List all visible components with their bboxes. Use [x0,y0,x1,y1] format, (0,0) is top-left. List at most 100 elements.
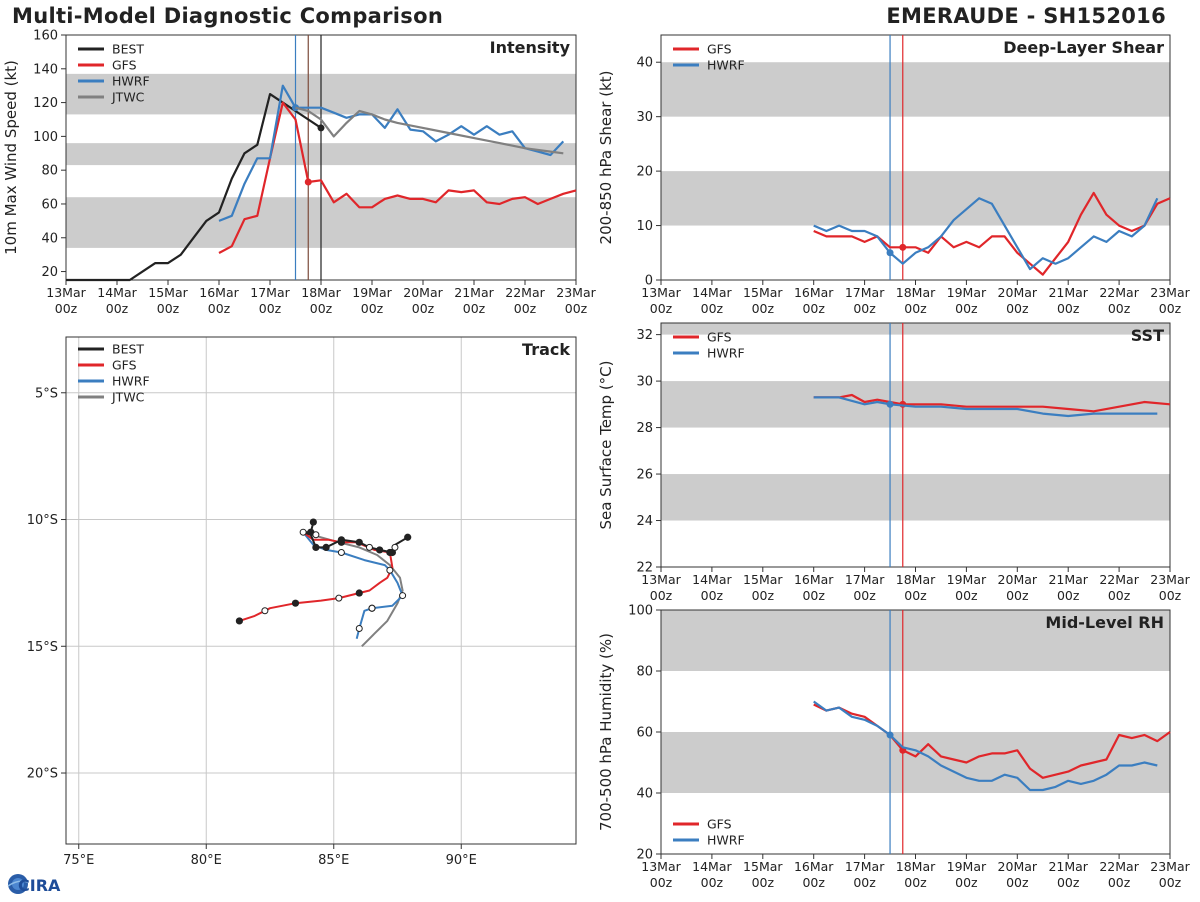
x-tick-label: 16Mar [794,285,834,300]
x-tick-label: 00z [463,301,486,316]
shaded-band-1 [661,610,1170,671]
series-line-gfs [813,393,1171,413]
figure-title: Multi-Model Diagnostic Comparison [12,4,444,28]
x-tick-label: 16Mar [794,859,834,874]
x-tick-label: 17Mar [845,859,885,874]
y-axis-label: 700-500 hPa Humidity (%) [597,633,615,831]
track-point-open [335,594,343,602]
x-tick-label: 00z [650,875,673,890]
track-point-open [365,543,373,551]
x-tick-label: 23Mar [1150,859,1190,874]
x-tick-label: 18Mar [896,572,936,587]
x-tick-label: 21Mar [1048,285,1088,300]
legend-label: GFS [707,330,732,345]
legend-label: BEST [112,342,144,357]
series-marker-best [317,124,325,132]
x-tick-label: 14Mar [692,859,732,874]
x-tick-label: 19Mar [947,572,987,587]
y-tick-label: 5°S [35,386,58,401]
x-tick-label: 19Mar [947,285,987,300]
x-tick-label: 21Mar [454,285,494,300]
y-tick-label: 120 [33,96,58,111]
x-tick-label: 00z [1108,301,1131,316]
x-tick-label: 22Mar [1099,572,1139,587]
x-tick-label: 00z [701,875,724,890]
series-marker-hwrf [292,104,299,112]
series-marker-hwrf [886,400,894,408]
track-point-open [368,604,376,612]
x-tick-label: 22Mar [1099,285,1139,300]
y-axis-label: Sea Surface Temp (°C) [597,360,615,529]
track-point-filled [322,543,330,552]
x-tick-label: 20Mar [998,859,1038,874]
x-tick-label: 00z [904,875,927,890]
x-tick-label: 20Mar [403,285,443,300]
x-tick-label: 00z [802,301,825,316]
x-tick-label: 13Mar [641,859,681,874]
series-line-hwrf [813,197,1159,271]
x-tick-label: 00z [650,301,673,316]
x-tick-label: 00z [853,588,876,603]
x-tick-label: 16Mar [199,285,239,300]
globe-swirl [7,880,29,887]
y-tick-label: 40 [41,231,58,246]
track-point-filled [291,599,300,607]
y-tick-label: 0 [645,274,653,289]
track-point-filled [337,536,345,544]
y-tick-label: 80 [41,164,58,179]
x-tick-label: 00z [853,301,876,316]
y-tick-label: 10 [636,219,653,234]
y-tick-label: 24 [636,514,653,529]
y-tick-label: 32 [636,328,653,343]
shaded-band-0 [661,171,1170,226]
x-tick-label: 80°E [191,853,222,868]
x-tick-label: 00z [701,588,724,603]
x-tick-label: 18Mar [301,285,341,300]
x-tick-label: 00z [208,301,231,316]
chart-sst: 13Mar00z14Mar00z15Mar00z16Mar00z17Mar00z… [597,322,1191,603]
x-tick-label: 00z [1006,588,1029,603]
x-tick-label: 00z [412,301,435,316]
x-tick-label: 00z [955,588,978,603]
legend-label: HWRF [112,374,150,389]
legend-label: GFS [112,58,137,73]
x-tick-label: 00z [904,588,927,603]
x-tick-label: 90°E [446,853,477,868]
x-tick-label: 00z [259,301,282,316]
chart-rh: 13Mar00z14Mar00z15Mar00z16Mar00z17Mar00z… [597,604,1191,891]
x-tick-label: 20Mar [998,285,1038,300]
y-tick-label: 20 [636,165,653,180]
series-line-hwrf [218,84,565,222]
cira-logo-graphic: CIRA [7,874,61,895]
y-tick-label: 20 [41,265,58,280]
track-point-filled [376,546,384,554]
track-point-filled [404,533,412,541]
x-tick-label: 00z [1159,301,1182,316]
y-tick-label: 22 [636,561,653,576]
y-tick-label: 160 [33,29,58,44]
y-axis-label: 10m Max Wind Speed (kt) [2,60,20,255]
y-tick-label: 10°S [27,513,58,528]
shaded-band-2 [661,323,1170,335]
x-tick-label: 00z [752,875,775,890]
x-tick-label: 15Mar [743,285,783,300]
legend-label: HWRF [112,74,150,89]
legend-label: GFS [707,42,732,57]
x-tick-label: 00z [1159,588,1182,603]
y-tick-label: 140 [33,62,58,77]
panel-title: Track [522,340,570,359]
track-point-filled [235,617,243,625]
series-marker-hwrf [886,731,894,739]
x-tick-label: 75°E [63,853,94,868]
logo-text: CIRA [18,876,61,895]
storm-id: EMERAUDE - SH152016 [886,4,1166,28]
x-tick-label: 17Mar [845,572,885,587]
legend-label: HWRF [707,58,745,73]
y-tick-label: 28 [636,421,653,436]
x-tick-label: 00z [650,588,673,603]
x-tick-label: 00z [1159,875,1182,890]
x-tick-label: 19Mar [947,859,987,874]
x-tick-label: 00z [853,875,876,890]
chart-track: 75°E 80°E 85°E 90°E 5°S 10°S 15°S 20°S Track BEST… [27,336,577,868]
series-marker-gfs [899,243,907,251]
